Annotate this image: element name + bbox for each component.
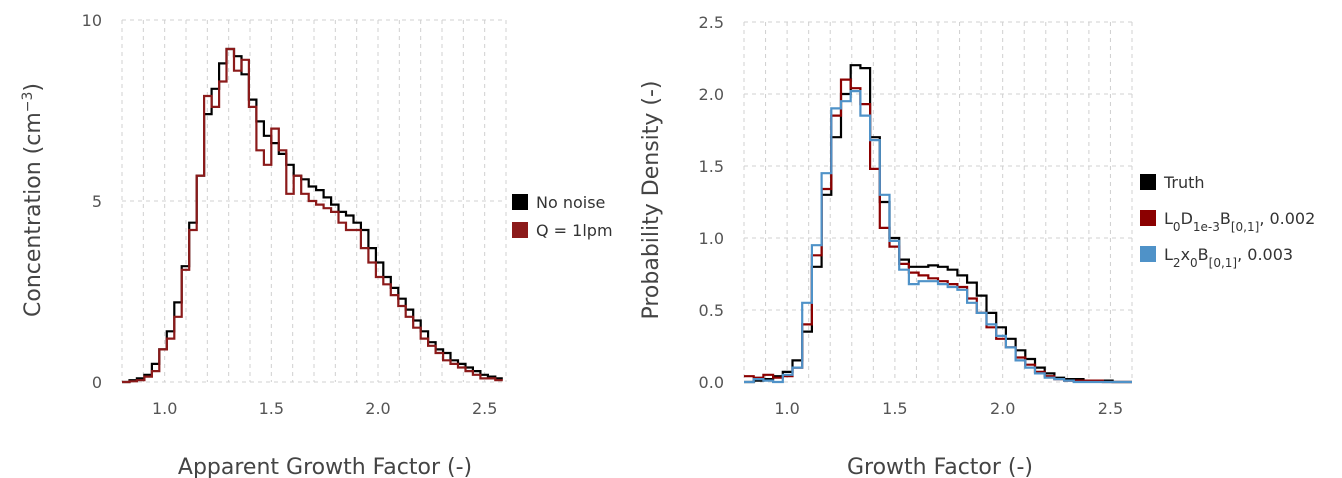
- y-tick-label: 1.0: [699, 229, 724, 248]
- y-tick-label: 0.0: [699, 373, 724, 392]
- legend-label-part: B: [1198, 245, 1209, 264]
- x-axis-label-right: Growth Factor (-): [847, 455, 1033, 478]
- legend-left: No noise Q = 1lpm: [512, 193, 613, 240]
- x-tick-label: 2.5: [472, 399, 497, 418]
- legend-label-part: D: [1181, 209, 1193, 228]
- legend-label: No noise: [536, 193, 605, 212]
- legend-swatch: [1140, 174, 1156, 190]
- ticks-left: 1.0 1.5 2.0 2.5 0 5 10: [82, 11, 498, 418]
- x-axis-label-left: Apparent Growth Factor (-): [178, 455, 472, 478]
- series-left: [122, 47, 503, 384]
- x-tick-label: 1.0: [774, 399, 799, 418]
- legend-label-part: 1e-3: [1193, 220, 1220, 234]
- legend-swatch: [512, 222, 528, 238]
- legend-label-part: B: [1220, 209, 1231, 228]
- legend-label-part: 2: [1173, 256, 1181, 270]
- y-tick-label: 0: [92, 373, 102, 392]
- grid-right: [743, 21, 1133, 383]
- ticks-right: 1.0 1.5 2.0 2.5 0.0 0.5 1.0 1.5 2.0 2.5: [699, 13, 1124, 418]
- series-line-1-2: [744, 90, 1132, 384]
- y-tick-label: 10: [82, 11, 102, 30]
- y-tick-label: 5: [92, 192, 102, 211]
- y-tick-label: 0.5: [699, 301, 724, 320]
- x-tick-label: 1.0: [152, 399, 177, 418]
- chart-left: 1.0 1.5 2.0 2.5 0 5 10 Apparent Growth Factor …: [20, 11, 613, 478]
- legend-swatch: [1140, 210, 1156, 226]
- y-axis-label-right: Probability Density (-): [639, 80, 664, 319]
- legend-label: L2x0B[0,1], 0.003: [1164, 245, 1293, 270]
- legend-label-part: L: [1164, 209, 1173, 228]
- x-tick-label: 2.0: [990, 399, 1015, 418]
- series-line-0-0: [122, 47, 503, 384]
- x-tick-label: 2.0: [365, 399, 390, 418]
- legend-label-part: , 0.003: [1237, 245, 1293, 264]
- legend-label-part: x: [1181, 245, 1190, 264]
- y-tick-label: 2.0: [699, 85, 724, 104]
- legend-label-part: , 0.002: [1259, 209, 1315, 228]
- y-axis-label-left-exponent: −3: [20, 92, 36, 113]
- legend-swatch: [1140, 246, 1156, 262]
- legend-label-part: L: [1164, 245, 1173, 264]
- legend-label: L0D1e-3B[0,1], 0.002: [1164, 209, 1315, 234]
- legend-label-part: [0,1]: [1209, 256, 1237, 270]
- series-right: [744, 64, 1132, 384]
- y-axis-label-left-main: Concentration (cm: [21, 112, 46, 317]
- series-line-1-0: [744, 64, 1132, 384]
- legend-label-part: 0: [1173, 220, 1181, 234]
- legend-label-part: [0,1]: [1231, 220, 1259, 234]
- legend-swatch: [512, 194, 528, 210]
- legend-label: Q = 1lpm: [536, 221, 613, 240]
- x-tick-label: 1.5: [882, 399, 907, 418]
- y-tick-label: 1.5: [699, 157, 724, 176]
- y-axis-label-left-close: ): [21, 83, 46, 92]
- legend-label: Truth: [1163, 173, 1205, 192]
- y-tick-label: 2.5: [699, 13, 724, 32]
- y-axis-label-left: Concentration (cm−3): [20, 83, 46, 317]
- chart-right: 1.0 1.5 2.0 2.5 0.0 0.5 1.0 1.5 2.0 2.5 Growth Fa…: [639, 13, 1315, 478]
- legend-label-part: 0: [1190, 256, 1198, 270]
- series-line-0-1: [122, 47, 503, 384]
- x-tick-label: 2.5: [1098, 399, 1123, 418]
- x-tick-label: 1.5: [259, 399, 284, 418]
